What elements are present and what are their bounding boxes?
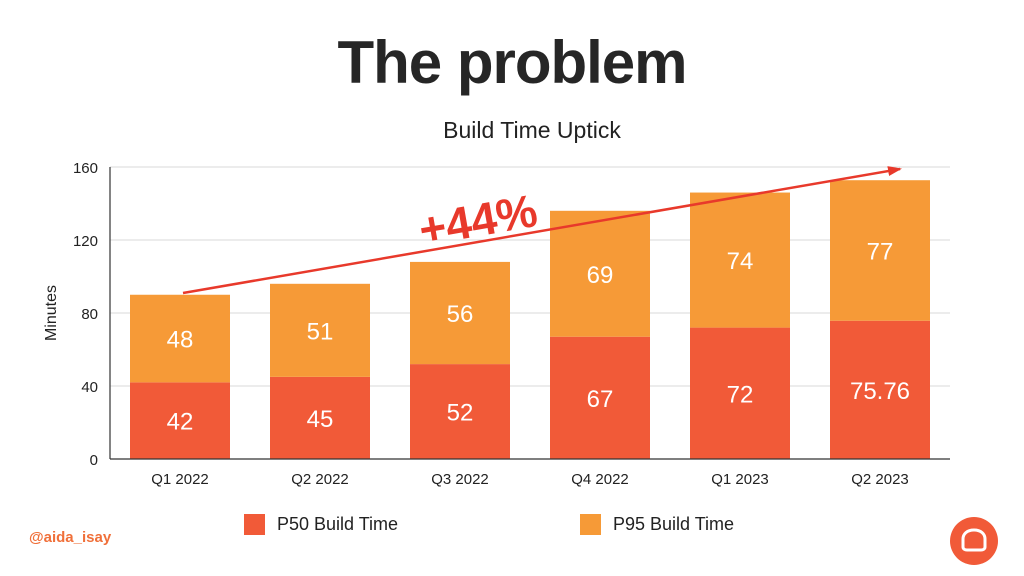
data-label: 48	[167, 327, 194, 354]
legend-label-p50: P50 Build Time	[277, 514, 399, 534]
data-label: 75.76	[850, 378, 910, 405]
bar-p95	[550, 210, 650, 337]
data-label: 42	[167, 409, 194, 436]
trend-arrow	[182, 166, 902, 295]
chart-title: Build Time Uptick	[443, 117, 621, 143]
x-tick-label: Q1 2022	[151, 471, 209, 488]
chat-bubble-logo-icon	[950, 517, 998, 565]
data-label: 56	[447, 301, 474, 328]
legend-item-p50: P50 Build Time	[244, 514, 398, 535]
y-tick-label: 80	[81, 306, 98, 323]
bar-p95	[270, 283, 370, 377]
legend-item-p95: P95 Build Time	[580, 514, 734, 535]
bar-p95	[130, 294, 230, 383]
data-label: 52	[447, 400, 474, 427]
x-tick-label: Q1 2023	[711, 471, 769, 488]
data-label: 69	[587, 262, 614, 289]
bar-p50	[130, 382, 230, 459]
bar-p50	[550, 336, 650, 459]
bar-p95	[830, 180, 930, 321]
data-label: 72	[727, 381, 754, 408]
x-tick-label: Q2 2023	[851, 471, 909, 488]
legend-label-p95: P95 Build Time	[613, 514, 735, 534]
data-label: 67	[587, 386, 614, 413]
x-tick-label: Q3 2022	[431, 471, 489, 488]
data-label: 77	[867, 238, 894, 265]
data-label: 74	[727, 248, 754, 275]
bar-p50	[410, 364, 510, 459]
author-handle: @aida_isay	[29, 529, 112, 546]
y-tick-label: 160	[73, 160, 98, 177]
bar-p50	[830, 320, 930, 459]
y-tick-label: 120	[73, 233, 98, 250]
trend-annotation: +44%	[415, 184, 541, 256]
y-tick-label: 0	[90, 452, 98, 469]
bar-p95	[690, 192, 790, 328]
data-label: 51	[307, 318, 334, 345]
y-axis-title: Minutes	[43, 285, 60, 341]
x-tick-label: Q4 2022	[571, 471, 629, 488]
legend-swatch-p95	[580, 514, 601, 535]
bar-p95	[410, 261, 510, 365]
data-label: 45	[307, 406, 334, 433]
y-tick-label: 40	[81, 379, 98, 396]
legend-swatch-p50	[244, 514, 265, 535]
bar-p50	[690, 327, 790, 459]
x-tick-label: Q2 2022	[291, 471, 349, 488]
slide-title: The problem	[337, 29, 687, 96]
bar-p50	[270, 376, 370, 459]
